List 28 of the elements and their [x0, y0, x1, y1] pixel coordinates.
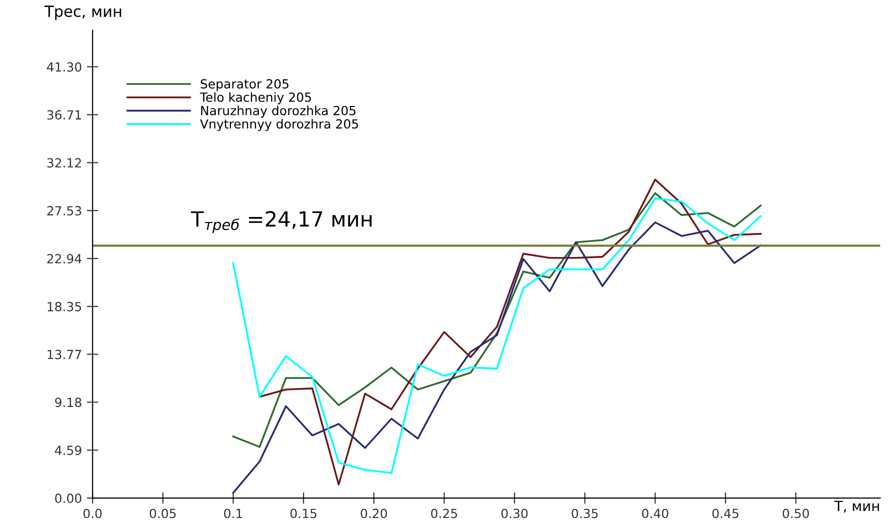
x-tick-label: 0.15 [290, 508, 316, 518]
y-tick-label: 0.00 [55, 494, 82, 504]
ref-line-label: T$_{треб}$ =24,17 мин [190, 211, 372, 233]
x-tick-label: 0.05 [150, 508, 176, 518]
x-tick-label: 0.40 [642, 508, 668, 518]
y-tick-label: 22.94 [47, 254, 82, 264]
y-tick-label: 9.18 [55, 398, 82, 408]
y-axis-title: Трес, мин [44, 6, 122, 20]
y-tick-label: 4.59 [54, 446, 82, 456]
x-axis-title: T, мин [834, 500, 879, 513]
x-tick-label: 0.25 [431, 508, 458, 518]
x-tick-label: 0.45 [712, 508, 738, 518]
x-tick-label: 0.35 [572, 508, 598, 518]
y-tick-label: 36.71 [47, 110, 81, 120]
y-tick-label: 18.35 [48, 302, 82, 312]
x-tick-label: 0.1 [224, 508, 242, 518]
legend-label: Vnytrennyy dorozhra 205 [200, 118, 358, 132]
y-tick-label: 27.53 [47, 206, 82, 216]
legend-label: Naruzhnay dorozhka 205 [201, 106, 356, 118]
y-tick-label: 13.77 [48, 350, 82, 360]
y-tick-label: 41.30 [46, 62, 82, 72]
x-tick-label: 0.30 [501, 508, 528, 518]
x-tick-label: 0.0 [83, 508, 102, 518]
y-tick-label: 32.12 [47, 158, 81, 168]
x-tick-label: 0.50 [782, 508, 809, 518]
legend-label: Telo kacheniy 205 [200, 92, 311, 104]
legend-label: Separator 205 [200, 79, 288, 91]
x-tick-label: 0.20 [360, 508, 387, 518]
